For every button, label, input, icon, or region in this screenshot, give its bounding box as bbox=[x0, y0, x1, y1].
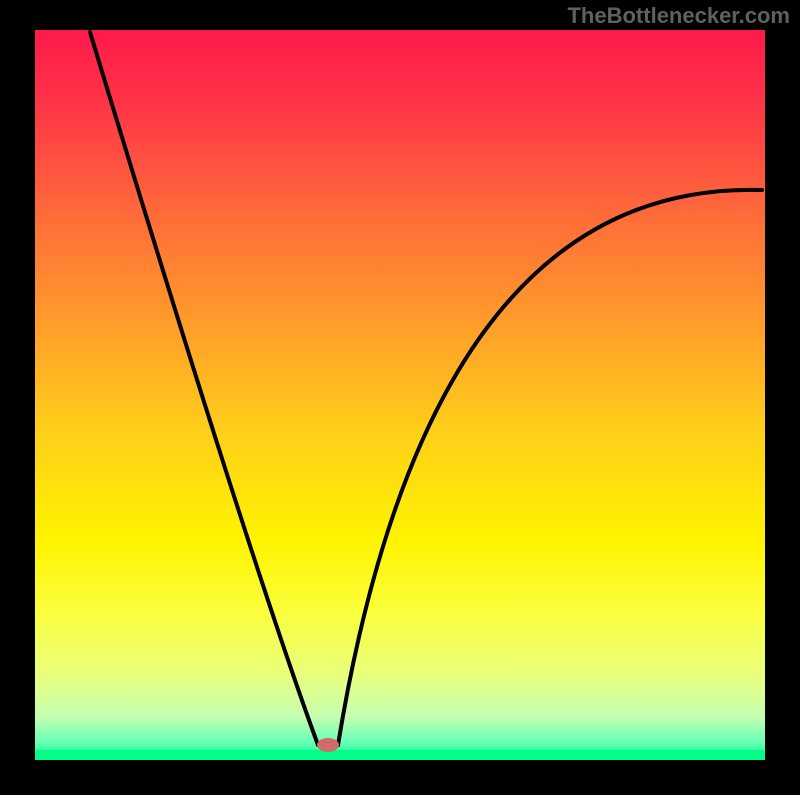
green-baseline-strip bbox=[35, 750, 765, 760]
bottleneck-chart bbox=[0, 0, 800, 800]
watermark-text: TheBottlenecker.com bbox=[567, 3, 790, 29]
chart-container: TheBottlenecker.com bbox=[0, 0, 800, 800]
optimal-point-marker bbox=[317, 738, 339, 752]
plot-background bbox=[35, 30, 765, 760]
